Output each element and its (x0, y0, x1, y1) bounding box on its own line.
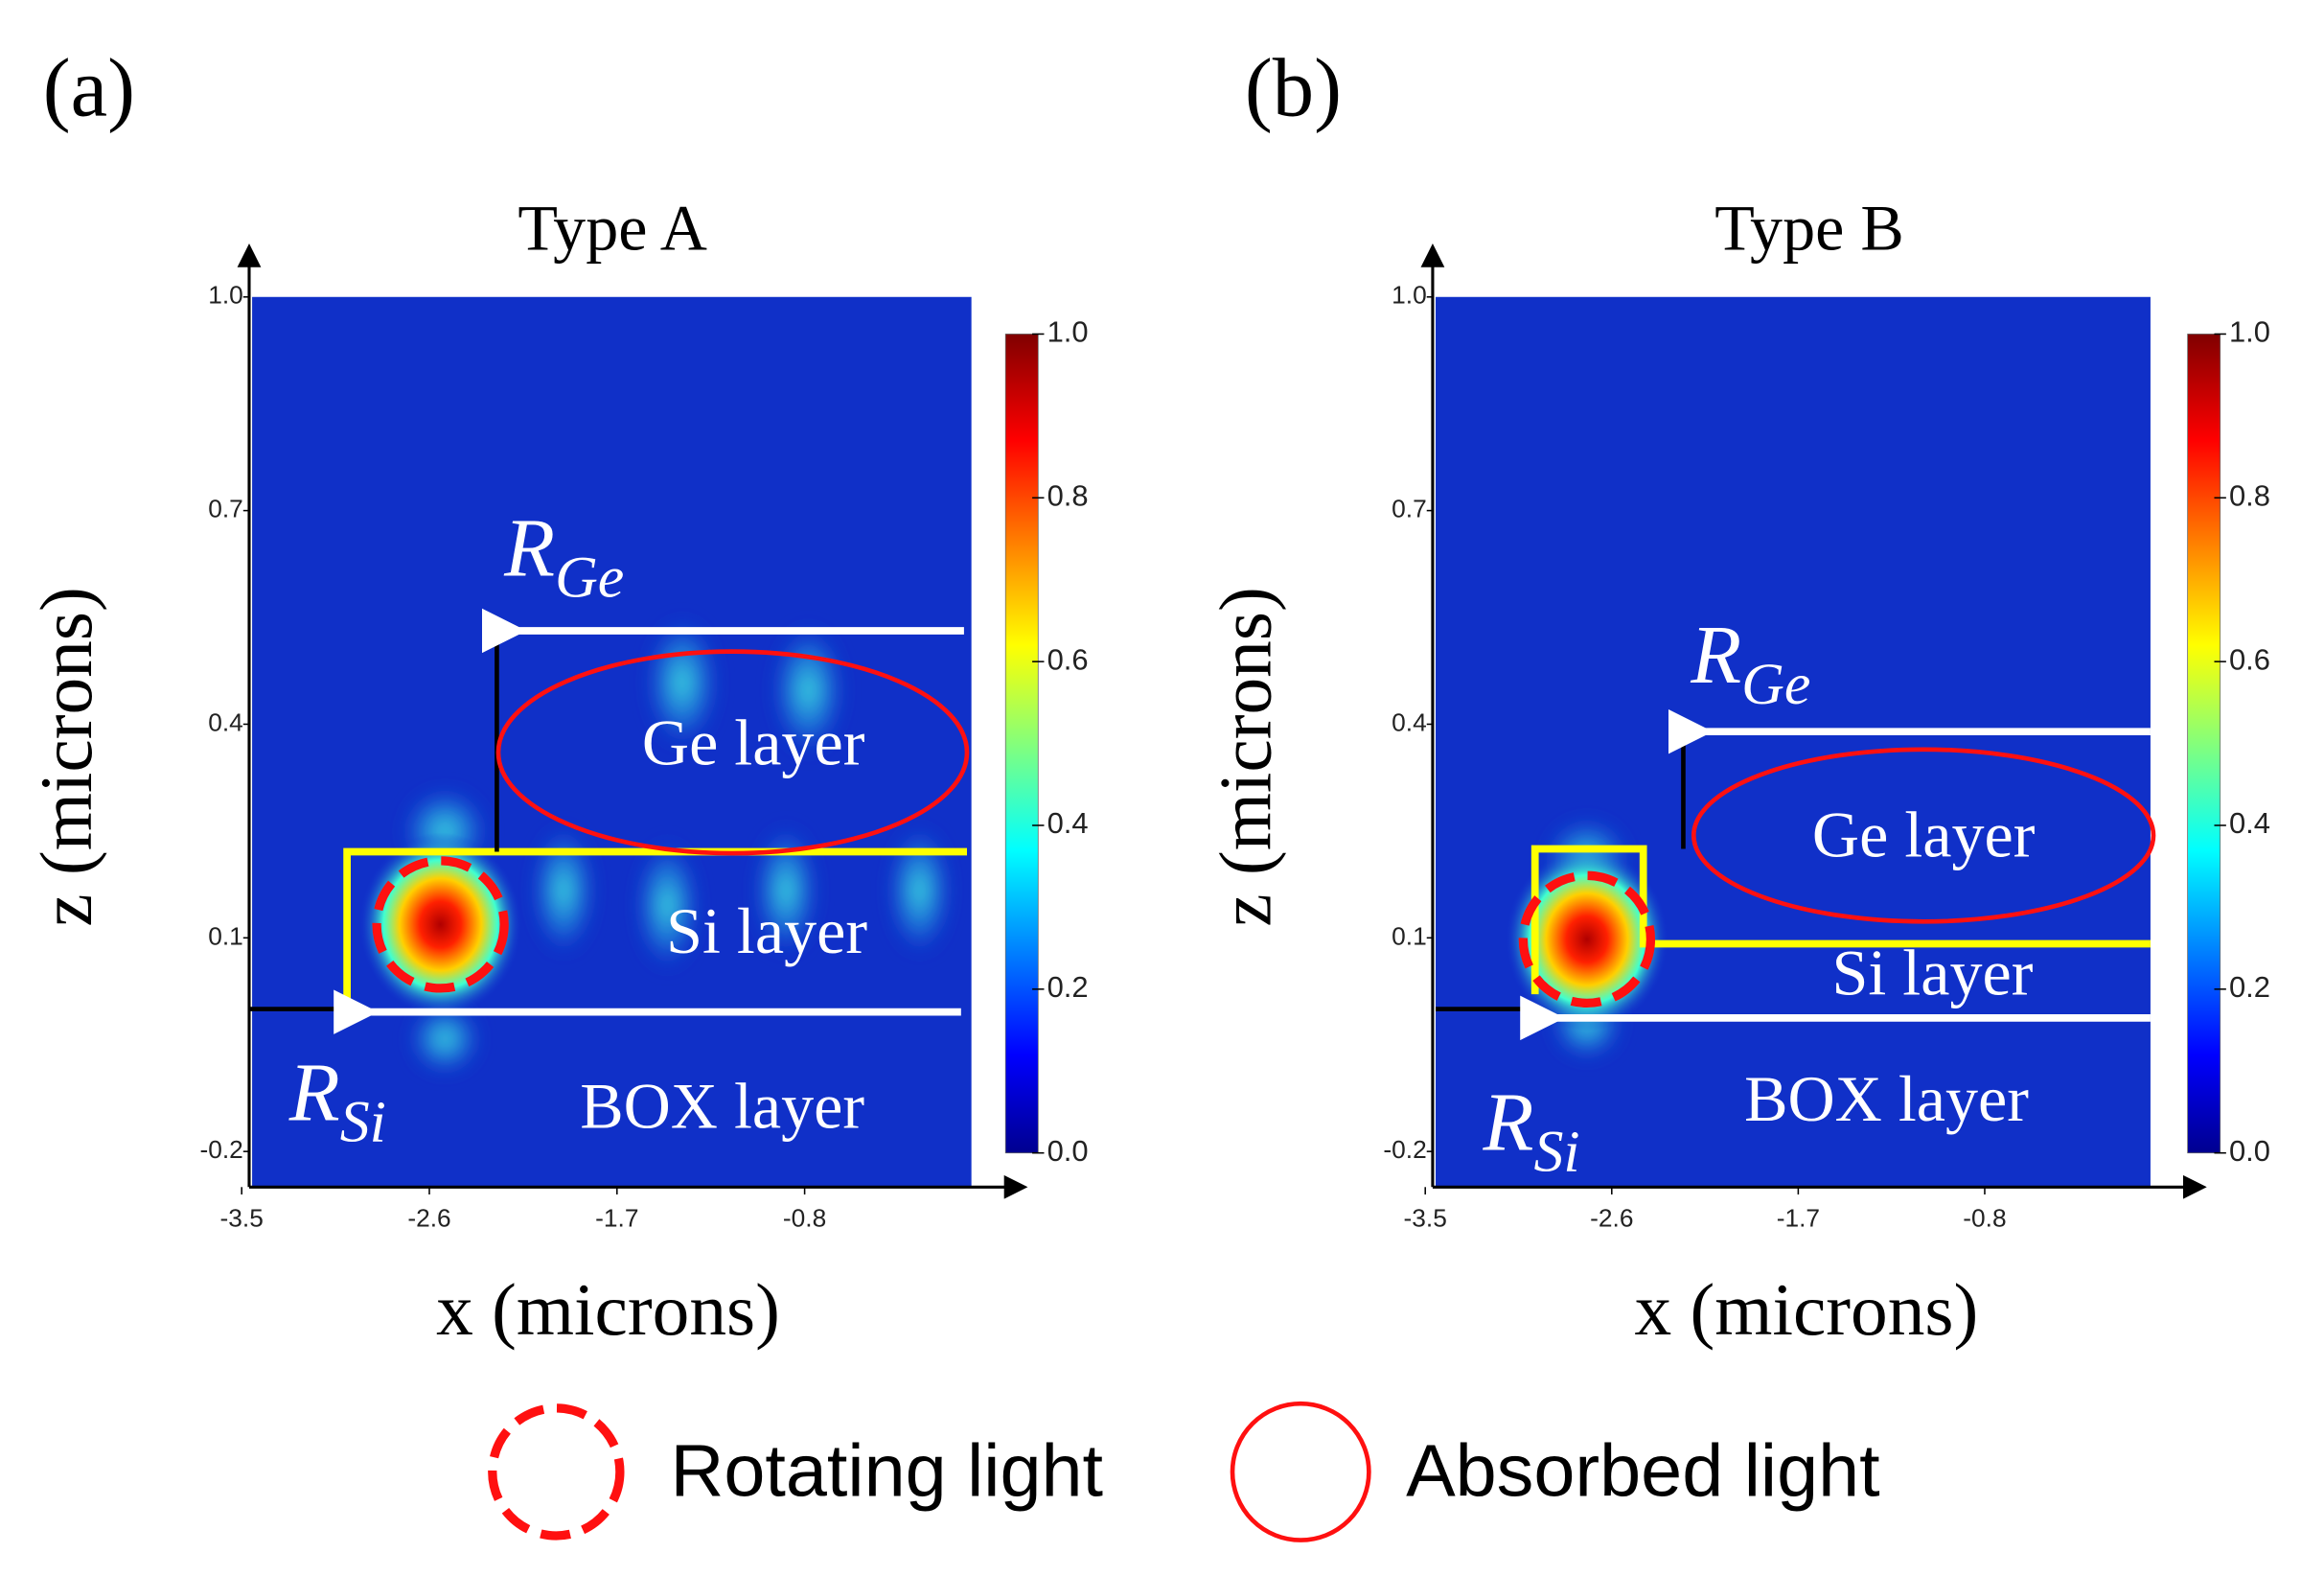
layer-label: Si layer (1832, 936, 2034, 1008)
colorbar-tick-label: 0.6 (1047, 642, 1089, 676)
y-axis-label: z (microns) (1204, 587, 1286, 926)
x-tick-label: -3.5 (1404, 1203, 1447, 1232)
field-blob (645, 615, 720, 750)
layer-label: Ge layer (642, 706, 865, 778)
colorbar-tick-label: 0.4 (2229, 806, 2270, 840)
colorbar-tick-label: 0.0 (1047, 1134, 1089, 1168)
reflection-label: RSi (1483, 1076, 1580, 1184)
legend-rotating-icon (488, 1403, 625, 1541)
panel-title: Type A (518, 191, 707, 264)
y-tick-label: 1.0 (208, 281, 243, 310)
panel-title: Type B (1714, 191, 1904, 264)
field-blob (634, 838, 701, 972)
panel-label: (b) (1245, 42, 1342, 134)
heatmap-background (1436, 296, 2151, 1188)
colorbar-tick-label: 0.2 (2229, 970, 2270, 1004)
panel-label: (a) (43, 42, 135, 134)
y-tick-label: 0.7 (1392, 495, 1427, 523)
heatmap-background (252, 296, 972, 1188)
colorbar (1004, 334, 1039, 1154)
colorbar-tick-label: 0.8 (1047, 478, 1089, 512)
y-tick-label: -0.2 (1383, 1135, 1426, 1164)
y-tick-label: -0.2 (199, 1135, 242, 1164)
field-blob (407, 1001, 482, 1077)
absorbed-light (495, 649, 970, 856)
absorbed-light (1691, 747, 2156, 924)
legend-label: Rotating light (670, 1429, 1103, 1512)
reflection-subscript: Si (340, 1090, 386, 1155)
reflection-subscript: Si (1533, 1120, 1579, 1185)
x-tick-label: -3.5 (220, 1203, 264, 1232)
colorbar-tick-label: 1.0 (2229, 315, 2270, 349)
reflection-letter: R (1483, 1076, 1534, 1168)
layer-label: Si layer (666, 894, 867, 967)
y-tick-label: 0.1 (1392, 921, 1427, 950)
y-tick-label: 0.1 (208, 921, 243, 950)
reflection-letter: R (288, 1046, 340, 1138)
reflection-subscript: Ge (555, 545, 624, 611)
x-axis-label: x (microns) (436, 1268, 780, 1351)
y-tick-label: 0.4 (208, 707, 243, 736)
reflection-letter: R (503, 501, 555, 593)
reflection-letter: R (1690, 609, 1741, 701)
rotating-light (1518, 870, 1656, 1008)
legend-label: Absorbed light (1406, 1429, 1880, 1512)
x-tick-label: -1.7 (1777, 1203, 1820, 1232)
layer-label: BOX layer (1744, 1062, 2029, 1135)
reflection-subscript: Ge (1741, 652, 1810, 717)
layer-label: Ge layer (1812, 798, 2036, 870)
rotating-light (372, 856, 509, 993)
field-blob (886, 823, 953, 958)
colorbar-tick-label: 0.6 (2229, 642, 2270, 676)
field-blob (531, 823, 597, 958)
y-tick-label: 0.7 (208, 495, 243, 523)
y-tick-label: 1.0 (1392, 281, 1427, 310)
colorbar-tick-label: 0.0 (2229, 1134, 2270, 1168)
layer-label: BOX layer (580, 1070, 864, 1143)
x-tick-label: -0.8 (1963, 1203, 2006, 1232)
x-tick-label: -1.7 (595, 1203, 638, 1232)
colorbar-tick-label: 1.0 (1047, 315, 1089, 349)
reflection-label: RGe (503, 501, 624, 610)
x-axis-label: x (microns) (1635, 1268, 1979, 1351)
colorbar-tick-label: 0.8 (2229, 478, 2270, 512)
colorbar-tick-label: 0.2 (1047, 970, 1089, 1004)
field-blob (753, 823, 819, 958)
legend-absorbed-icon (1230, 1401, 1371, 1542)
colorbar (2187, 334, 2221, 1154)
y-axis-label: z (microns) (25, 587, 107, 926)
x-tick-label: -0.8 (783, 1203, 826, 1232)
x-tick-label: -2.6 (407, 1203, 450, 1232)
reflection-label: RGe (1690, 609, 1810, 717)
y-tick-label: 0.4 (1392, 707, 1427, 736)
x-tick-label: -2.6 (1590, 1203, 1633, 1232)
colorbar-tick-label: 0.4 (1047, 806, 1089, 840)
reflection-label: RSi (288, 1046, 386, 1154)
